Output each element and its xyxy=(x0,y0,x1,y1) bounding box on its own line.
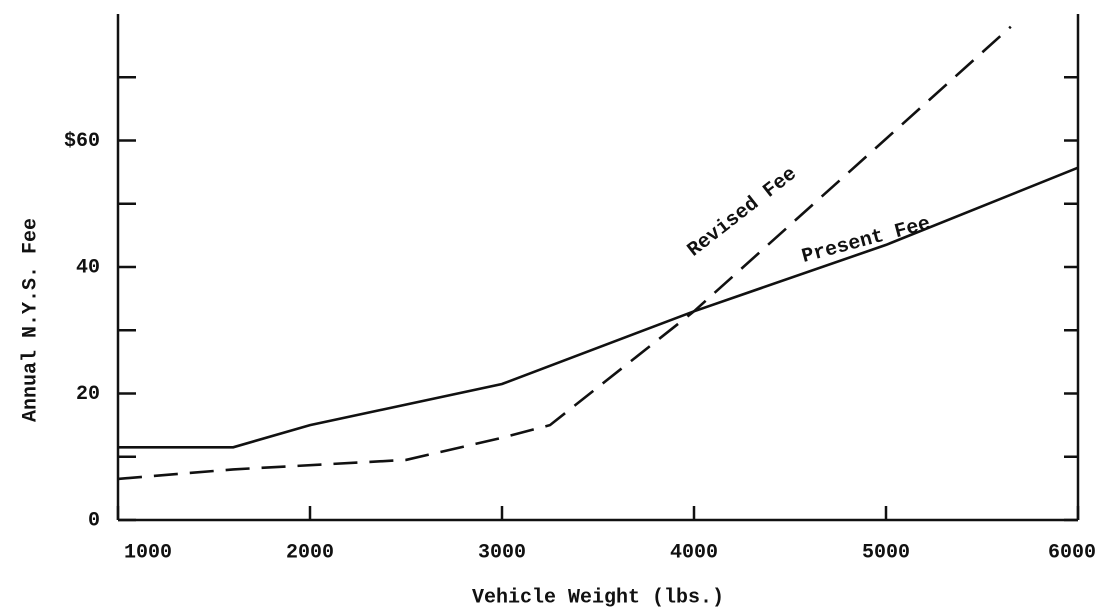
y-tick-label: $60 xyxy=(64,130,100,153)
x-tick-label: 2000 xyxy=(286,541,334,564)
line-series xyxy=(118,166,1079,449)
x-axis-label: Vehicle Weight (lbs.) xyxy=(472,586,724,609)
y-axis-label: Annual N.Y.S. Fee xyxy=(19,218,42,422)
line-series xyxy=(117,25,1012,481)
x-tick-label: 3000 xyxy=(478,541,526,564)
annotation: Revised Fee xyxy=(683,163,801,262)
y-tick-label: 0 xyxy=(88,509,100,532)
x-tick-label: 4000 xyxy=(670,541,718,564)
annotation: Present Fee xyxy=(799,213,932,269)
x-tick-label: 1000 xyxy=(124,541,172,564)
x-tick-label: 5000 xyxy=(862,541,910,564)
y-tick-label: 20 xyxy=(76,383,100,406)
x-tick-label: 6000 xyxy=(1048,541,1096,564)
y-tick-label: 40 xyxy=(76,256,100,279)
